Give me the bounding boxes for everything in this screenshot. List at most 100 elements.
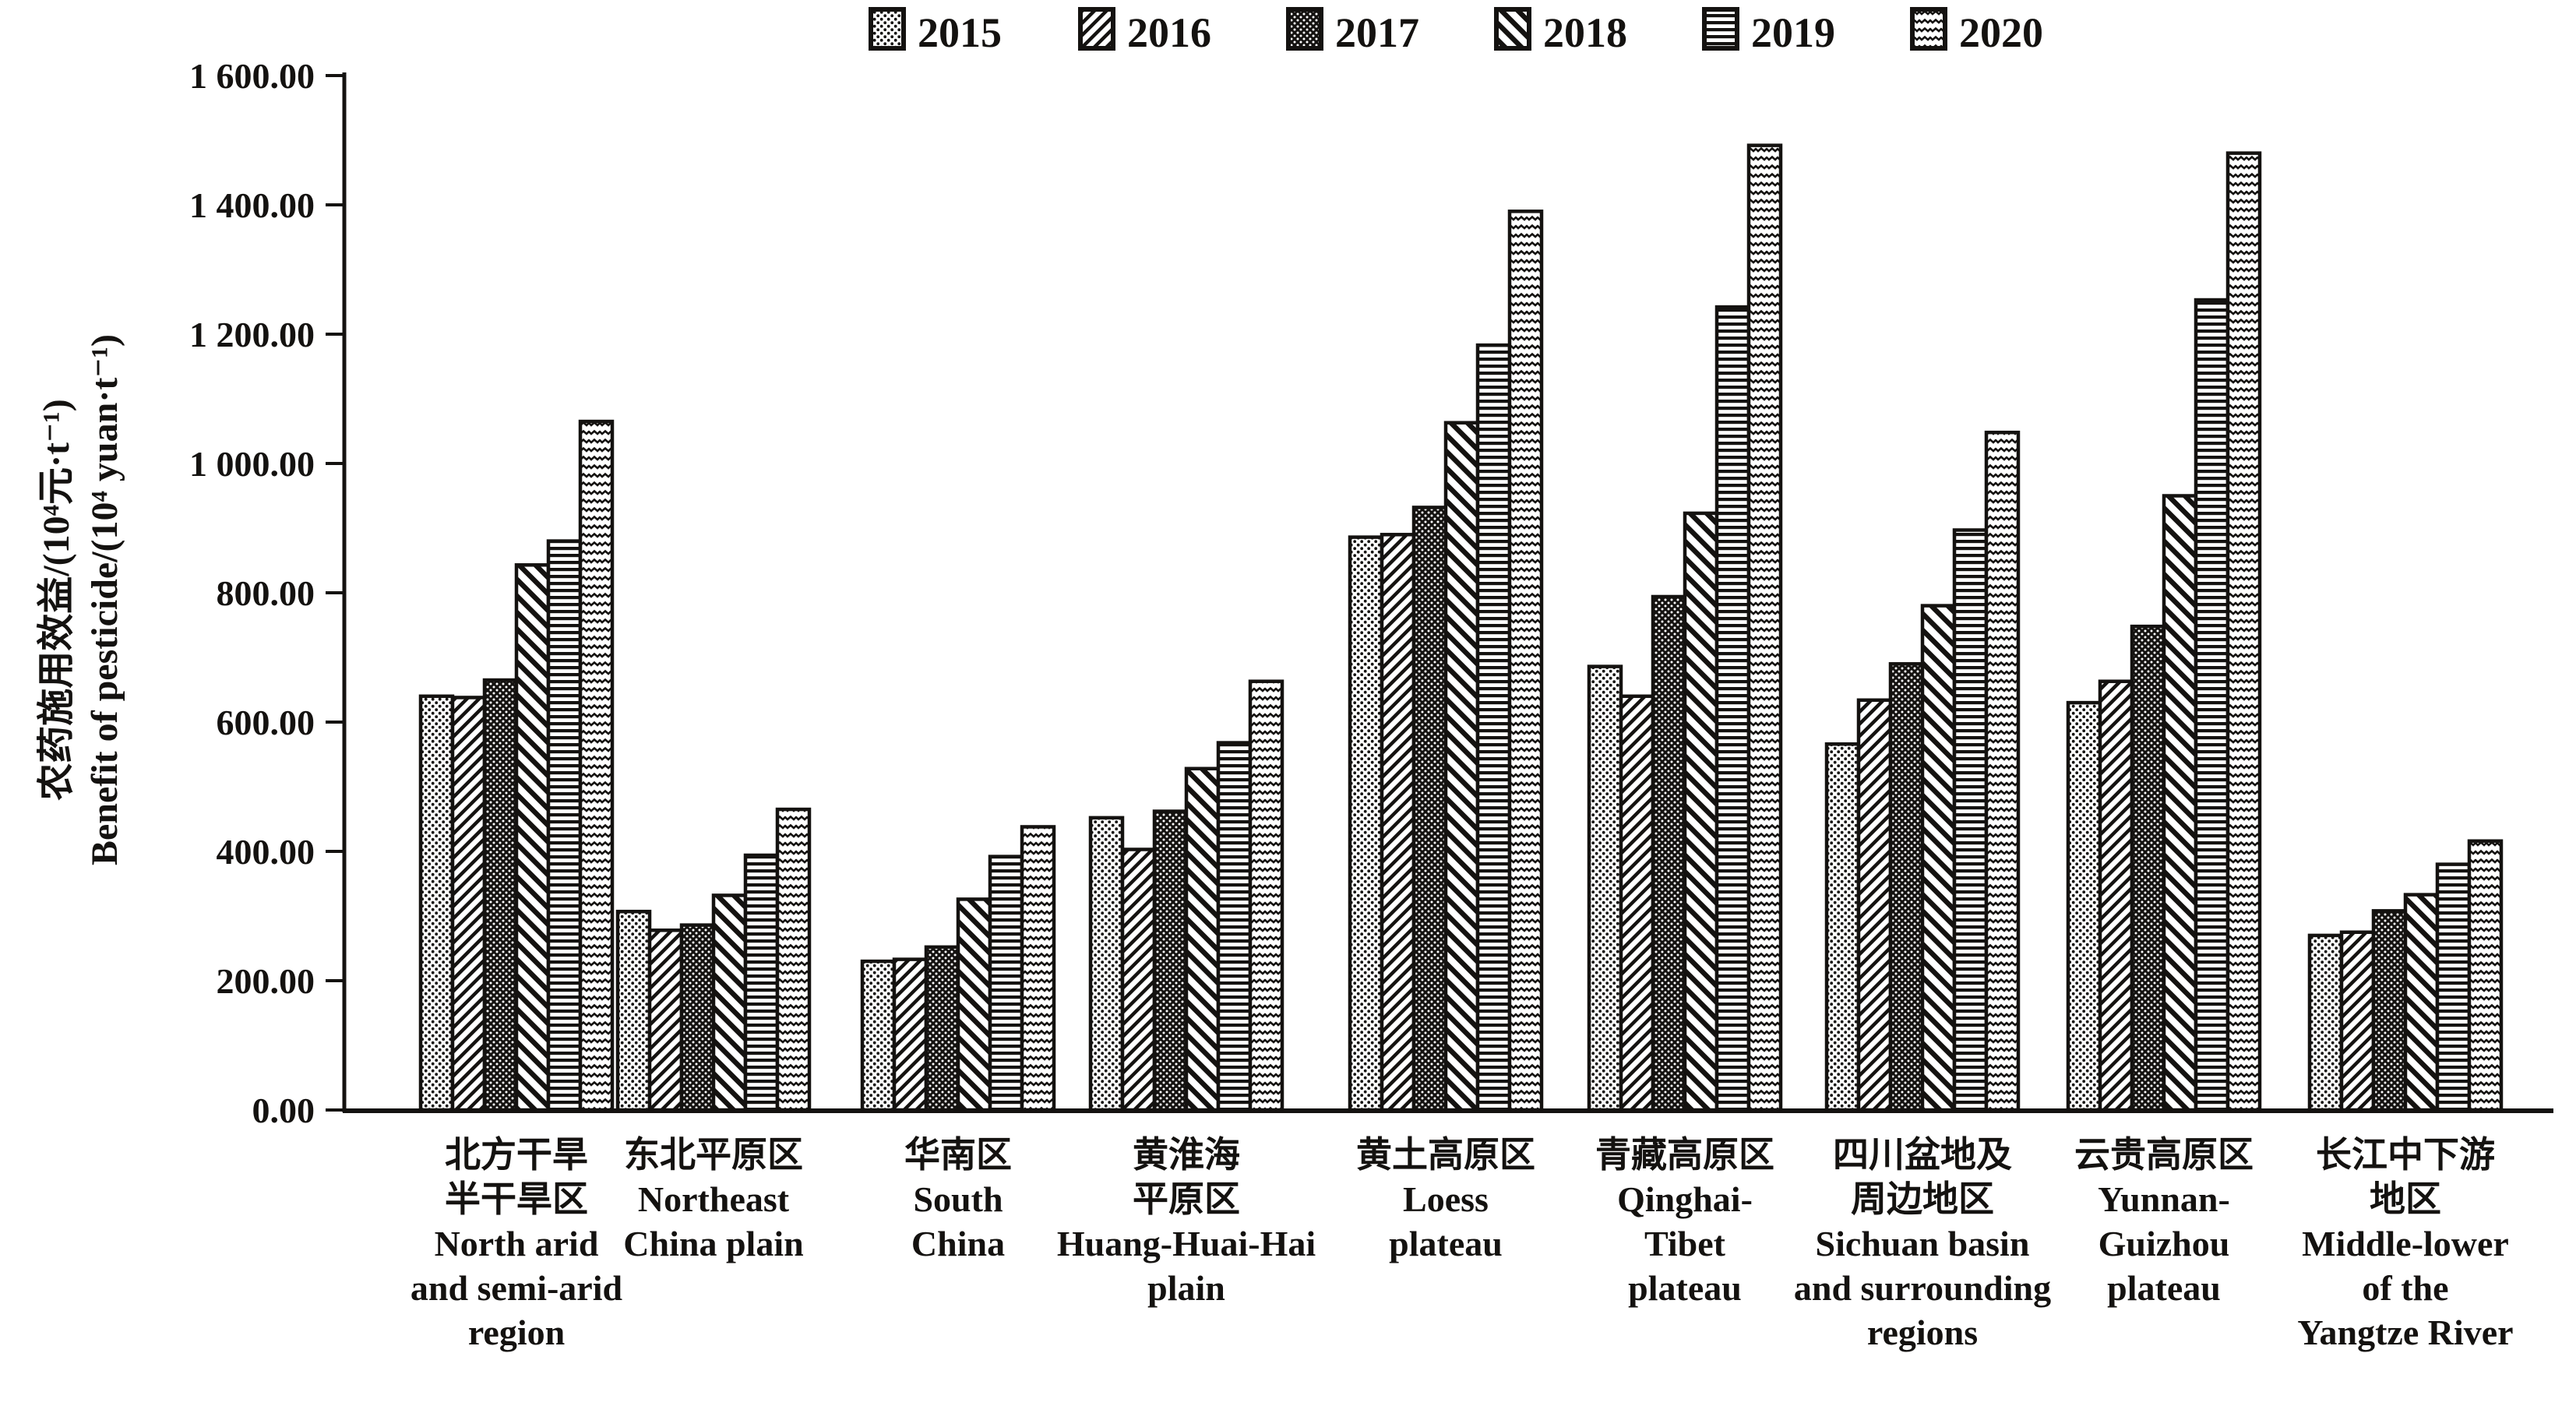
x-category-label-huang-huai-hai-plain: 黄淮海 [1133,1135,1240,1175]
bar-2018-north-arid [514,563,551,1112]
bar-2019-huang-huai-hai-plain [1216,741,1253,1112]
bar-2015-middle-lower-yangtze [2307,933,2344,1112]
x-category-label-south-china: China [911,1224,1005,1263]
x-category-label-north-arid: and semi-arid [411,1268,623,1308]
bar-2019-middle-lower-yangtze [2435,862,2472,1112]
x-category-label-qinghai-tibet-plateau: Qinghai- [1617,1179,1753,1219]
bar-2019-yunnan-guizhou-plateau [2194,298,2230,1112]
x-category-label-loess-plateau: plateau [1389,1224,1503,1263]
bar-2020-qinghai-tibet-plateau [1746,143,1783,1112]
bar-2015-south-china [860,959,897,1112]
legend-item-2018: 2018 [1494,7,1627,56]
bar-2019-loess-plateau [1475,343,1512,1112]
bar-2017-huang-huai-hai-plain [1152,809,1189,1112]
bar-2020-northeast-china-plain [775,807,812,1112]
x-category-label-sichuan-basin: Sichuan basin [1816,1224,2030,1263]
y-tick-label: 800.00 [217,573,315,613]
x-category-label-middle-lower-yangtze: of the [2362,1268,2448,1308]
legend-item-2019: 2019 [1702,7,1835,56]
bar-2015-sichuan-basin [1824,742,1861,1112]
bar-2015-qinghai-tibet-plateau [1587,664,1623,1112]
x-category-label-south-china: 华南区 [904,1135,1012,1175]
legend-label: 2017 [1335,9,1419,56]
bar-2017-yunnan-guizhou-plateau [2130,624,2166,1112]
x-category-label-northeast-china-plain: China plain [623,1224,803,1263]
bar-2017-north-arid [482,678,519,1112]
bar-2015-loess-plateau [1348,535,1384,1112]
bar-2018-middle-lower-yangtze [2403,893,2440,1112]
legend-item-2016: 2016 [1078,7,1211,56]
x-category-label-sichuan-basin: 四川盆地及 [1833,1135,2012,1175]
legend-item-2015: 2015 [869,7,1002,56]
y-tick-label: 1 200.00 [189,315,315,354]
x-category-label-middle-lower-yangtze: 地区 [2370,1179,2441,1219]
bar-2020-sichuan-basin [1984,430,2021,1112]
bar-2017-loess-plateau [1411,506,1448,1112]
x-category-label-loess-plateau: Loess [1403,1179,1489,1219]
bar-2015-northeast-china-plain [615,909,652,1112]
y-tick-label: 400.00 [217,832,315,872]
x-category-label-yunnan-guizhou-plateau: plateau [2107,1268,2221,1308]
bar-2017-northeast-china-plain [679,923,716,1112]
bar-2020-yunnan-guizhou-plateau [2225,151,2262,1112]
waves-swatch [1910,7,1947,51]
bar-2016-north-arid [450,696,487,1112]
legend-item-2017: 2017 [1286,7,1419,56]
y-axis-title-en: Benefit of pesticide/(10⁴ yuan·t⁻¹) [84,334,125,865]
x-category-label-yunnan-guizhou-plateau: 云贵高原区 [2074,1135,2254,1175]
bar-2019-sichuan-basin [1952,528,1989,1112]
bar-2018-loess-plateau [1443,421,1480,1112]
bar-2015-north-arid [418,694,455,1112]
bar-2016-qinghai-tibet-plateau [1619,694,1655,1112]
bar-2017-south-china [924,945,960,1112]
x-category-label-yunnan-guizhou-plateau: Yunnan- [2098,1179,2230,1219]
x-category-label-sichuan-basin: 周边地区 [1851,1179,1994,1219]
y-tick-label: 200.00 [217,961,315,1001]
bar-2017-sichuan-basin [1888,662,1925,1112]
x-category-label-qinghai-tibet-plateau: 青藏高原区 [1595,1135,1774,1175]
x-category-label-north-arid: North arid [435,1224,599,1263]
bar-2017-middle-lower-yangtze [2371,909,2408,1112]
x-category-label-huang-huai-hai-plain: Huang-Huai-Hai [1057,1224,1316,1263]
x-category-label-northeast-china-plain: 东北平原区 [624,1135,803,1175]
bar-2016-sichuan-basin [1856,698,1893,1112]
y-tick-label: 600.00 [217,703,315,742]
x-category-label-middle-lower-yangtze: Middle-lower [2302,1224,2509,1263]
bar-2016-northeast-china-plain [647,928,684,1112]
legend-label: 2015 [918,9,1002,56]
bar-2018-sichuan-basin [1920,604,1957,1112]
bar-2019-south-china [988,854,1024,1112]
bar-2016-yunnan-guizhou-plateau [2098,679,2134,1112]
bar-2018-huang-huai-hai-plain [1184,766,1221,1112]
x-category-label-south-china: South [913,1179,1003,1219]
bar-2020-huang-huai-hai-plain [1248,679,1284,1112]
x-category-label-sichuan-basin: and surrounding [1794,1268,2051,1308]
legend-label: 2020 [1959,9,2043,56]
bar-2018-northeast-china-plain [711,893,748,1112]
x-category-label-huang-huai-hai-plain: 平原区 [1133,1179,1240,1219]
x-category-label-qinghai-tibet-plateau: plateau [1628,1268,1742,1308]
bar-2017-qinghai-tibet-plateau [1651,594,1687,1112]
y-tick-label: 0.00 [252,1091,315,1130]
bar-2016-huang-huai-hai-plain [1120,847,1157,1112]
bar-2018-qinghai-tibet-plateau [1683,511,1719,1112]
x-category-label-qinghai-tibet-plateau: Tibet [1644,1224,1726,1263]
legend-label: 2016 [1127,9,1211,56]
y-tick-label: 1 600.00 [189,56,315,96]
bar-2018-yunnan-guizhou-plateau [2162,494,2198,1112]
x-category-label-middle-lower-yangtze: Yangtze River [2297,1313,2513,1352]
diagonal-up-swatch [1078,7,1115,51]
x-category-label-yunnan-guizhou-plateau: Guizhou [2099,1224,2230,1263]
bar-2019-northeast-china-plain [743,853,780,1112]
bar-2020-north-arid [578,419,615,1112]
bar-2019-north-arid [546,539,583,1112]
x-category-label-north-arid: 半干旱区 [445,1179,588,1219]
legend-label: 2018 [1543,9,1627,56]
y-tick-label: 1 400.00 [189,185,315,225]
y-tick-label: 1 000.00 [189,444,315,484]
legend-item-2020: 2020 [1910,7,2043,56]
x-category-label-north-arid: 北方干旱 [445,1135,588,1175]
bar-2020-middle-lower-yangtze [2467,839,2504,1112]
